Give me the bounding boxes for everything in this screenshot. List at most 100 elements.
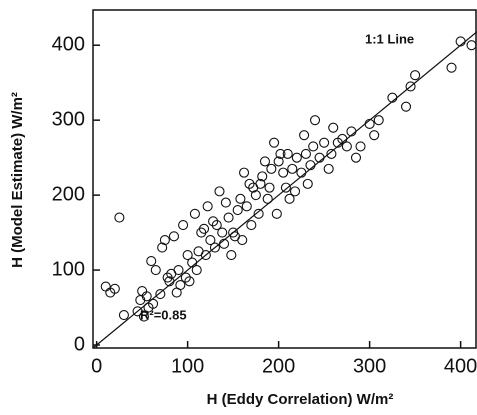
point	[246, 220, 257, 231]
point	[275, 148, 286, 159]
point	[198, 223, 210, 234]
point	[189, 208, 200, 219]
y-tick-label: 200	[52, 183, 85, 205]
point	[466, 40, 477, 51]
point	[296, 167, 307, 178]
x-tick-label: 200	[262, 355, 295, 377]
point	[400, 101, 412, 112]
point	[175, 279, 186, 291]
point	[255, 178, 266, 189]
y-tick-label: 400	[52, 34, 85, 56]
point	[150, 265, 161, 276]
point	[159, 235, 170, 246]
point	[269, 137, 280, 148]
point	[337, 133, 348, 144]
point	[244, 178, 255, 189]
point	[346, 126, 357, 137]
point	[132, 306, 143, 317]
point	[271, 208, 282, 219]
y-axis-title: H (Model Estimate) W/m²	[9, 92, 26, 268]
point	[202, 201, 213, 212]
point	[350, 152, 362, 163]
point	[319, 137, 330, 148]
point	[364, 118, 375, 129]
point	[264, 182, 275, 193]
point	[405, 81, 416, 92]
point	[218, 238, 230, 249]
point	[323, 163, 334, 174]
point	[273, 156, 284, 167]
reference-line-label: 1:1 Line	[365, 31, 414, 46]
point	[369, 130, 380, 141]
point	[291, 152, 302, 163]
point	[211, 220, 222, 231]
point	[387, 92, 398, 103]
point	[278, 167, 289, 178]
point	[164, 276, 175, 287]
y-tick-label: 100	[52, 258, 85, 280]
point	[326, 148, 337, 159]
point	[299, 130, 310, 141]
point	[114, 212, 125, 223]
point	[302, 178, 313, 189]
point	[257, 171, 268, 182]
point	[314, 152, 325, 163]
x-tick-label: 400	[444, 355, 477, 377]
point	[253, 208, 264, 219]
point	[178, 220, 189, 231]
y-tick-label: 0	[74, 333, 85, 355]
point	[250, 190, 261, 201]
point	[237, 235, 248, 246]
point	[200, 250, 211, 261]
point	[410, 70, 421, 81]
point	[182, 250, 193, 261]
point	[308, 141, 319, 152]
point	[146, 256, 157, 267]
point	[262, 193, 273, 204]
x-axis-title: H (Eddy Correlation) W/m²	[207, 391, 394, 408]
point	[191, 265, 202, 276]
point	[209, 242, 220, 253]
point	[300, 148, 311, 159]
point	[446, 62, 457, 73]
point	[266, 163, 277, 174]
point	[208, 216, 219, 227]
point	[220, 197, 231, 208]
point	[289, 186, 301, 197]
point	[235, 193, 246, 204]
point	[168, 231, 180, 242]
point	[280, 182, 291, 193]
plot-frame	[92, 9, 477, 349]
point	[148, 298, 159, 309]
point	[205, 235, 216, 246]
y-tick-label: 300	[52, 108, 85, 130]
point	[284, 193, 295, 204]
point	[328, 122, 339, 133]
point	[184, 276, 195, 287]
point	[287, 163, 298, 174]
point	[118, 309, 129, 321]
point	[100, 281, 111, 292]
reference-line	[92, 31, 477, 349]
point	[155, 288, 166, 300]
point	[259, 156, 271, 167]
x-tick-label: 300	[353, 355, 386, 377]
point	[223, 212, 234, 223]
x-tick-label: 100	[171, 355, 204, 377]
point	[157, 242, 168, 253]
point	[309, 115, 321, 126]
point	[355, 141, 366, 152]
point	[173, 265, 184, 276]
point	[141, 291, 152, 302]
point	[341, 141, 352, 152]
point	[217, 227, 228, 238]
point	[109, 283, 120, 294]
point	[180, 272, 191, 283]
point	[455, 36, 466, 47]
x-tick-label: 0	[91, 355, 102, 377]
point	[138, 311, 150, 322]
point	[187, 257, 198, 268]
point	[214, 186, 225, 197]
point	[305, 160, 316, 171]
